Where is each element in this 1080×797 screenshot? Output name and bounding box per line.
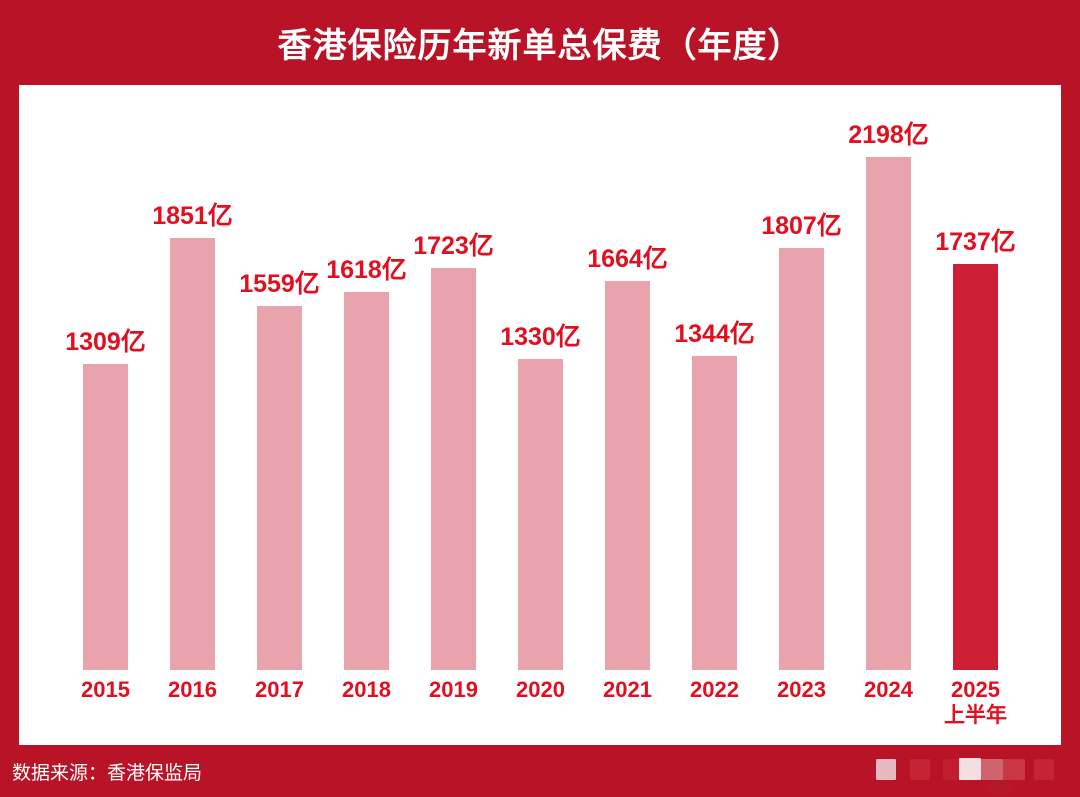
x-axis-label: 2023 (777, 677, 826, 702)
bar-value-label: 1807亿 (761, 212, 842, 240)
bar-value-label: 2198亿 (848, 121, 929, 149)
bar-chart-plot-area: 1309亿 2015 1851亿 2016 1559亿 2017 1618亿 2018 1723… (19, 85, 1061, 745)
x-axis-label: 2020 (516, 677, 565, 702)
bar[interactable] (605, 281, 650, 670)
x-axis-sublabel: 上半年 (944, 704, 1007, 727)
bar-highlighted[interactable] (953, 264, 998, 670)
bar-value-label: 1344亿 (674, 320, 755, 348)
x-axis-label: 2018 (342, 677, 391, 702)
data-source-label: 数据来源：香港保监局 (12, 763, 203, 784)
bar-group: 1618亿 2018 (323, 85, 410, 745)
watermark-block (910, 759, 930, 780)
chart-header: 香港保险历年新单总保费（年度） (0, 0, 1080, 85)
watermark-block (981, 759, 1003, 780)
x-axis-label: 2021 (603, 677, 652, 702)
bar-group: 1723亿 2019 (410, 85, 497, 745)
bar-group: 1737亿 2025 上半年 (932, 85, 1019, 745)
watermark-block (1003, 759, 1025, 780)
x-axis-label: 2017 (255, 677, 304, 702)
bar-group: 1344亿 2022 (671, 85, 758, 745)
watermark-block (959, 758, 981, 780)
x-axis-label: 2025 上半年 (932, 677, 1019, 729)
x-axis-label: 2024 (864, 677, 913, 702)
bar-group: 2198亿 2024 (845, 85, 932, 745)
bar-group: 1559亿 2017 (236, 85, 323, 745)
watermark-block (876, 759, 896, 780)
bar-group: 1851亿 2016 (149, 85, 236, 745)
chart-footer: 数据来源：香港保监局 (0, 745, 1080, 797)
bar-value-label: 1559亿 (239, 270, 320, 298)
bar[interactable] (83, 364, 128, 670)
chart-panel: 1309亿 2015 1851亿 2016 1559亿 2017 1618亿 2018 1723… (19, 85, 1061, 745)
blurred-watermark (848, 753, 1068, 794)
x-axis-label: 2015 (81, 677, 130, 702)
bar-value-label: 1618亿 (326, 256, 407, 284)
x-axis-label: 2016 (168, 677, 217, 702)
bar-value-label: 1851亿 (152, 202, 233, 230)
watermark-block (989, 780, 1011, 794)
bar[interactable] (170, 238, 215, 670)
x-axis-label: 2019 (429, 677, 478, 702)
bar-group: 1664亿 2021 (584, 85, 671, 745)
bar[interactable] (779, 248, 824, 670)
bar-group: 1807亿 2023 (758, 85, 845, 745)
bar[interactable] (257, 306, 302, 670)
bar-value-label: 1309亿 (65, 328, 146, 356)
bar[interactable] (692, 356, 737, 670)
bar-group: 1330亿 2020 (497, 85, 584, 745)
bar-value-label: 1737亿 (935, 228, 1016, 256)
watermark-block (943, 759, 961, 780)
page-title: 香港保险历年新单总保费（年度） (277, 27, 803, 65)
bar[interactable] (518, 359, 563, 670)
bar[interactable] (866, 157, 911, 670)
bar-value-label: 1330亿 (500, 323, 581, 351)
bar-value-label: 1723亿 (413, 232, 494, 260)
bar[interactable] (344, 292, 389, 670)
bar-group: 1309亿 2015 (62, 85, 149, 745)
bar-value-label: 1664亿 (587, 245, 668, 273)
x-axis-label: 2022 (690, 677, 739, 702)
watermark-block (1034, 759, 1054, 780)
bar[interactable] (431, 268, 476, 670)
